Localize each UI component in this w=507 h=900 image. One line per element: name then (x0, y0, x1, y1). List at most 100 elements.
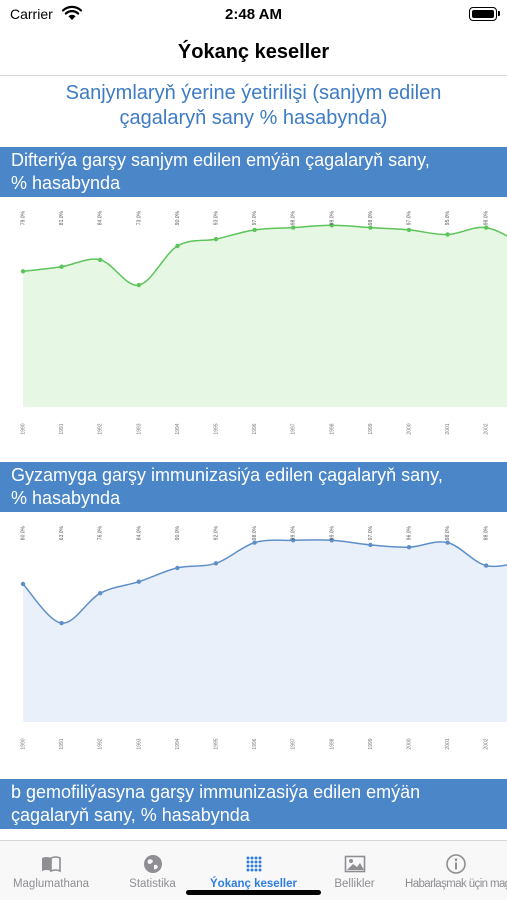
data-label: 90.0% (175, 525, 181, 540)
main-heading-line-1: Sanjymlaryň ýerine ýetirilişi (sanjym ed… (65, 82, 442, 104)
x-tick-label: 1994 (175, 738, 181, 749)
x-tick-label: 1998 (329, 738, 335, 749)
tab-bellikler[interactable]: Bellikler (304, 841, 405, 900)
tab-statistika[interactable]: Statistika (102, 841, 203, 900)
x-tick-label: 1994 (175, 423, 181, 434)
data-point[interactable] (20, 581, 26, 587)
data-point[interactable] (368, 225, 373, 230)
data-point[interactable] (175, 565, 180, 571)
data-point[interactable] (98, 257, 103, 262)
data-point[interactable] (445, 232, 450, 237)
data-label: 98.0% (291, 210, 297, 225)
data-point[interactable] (329, 538, 334, 543)
data-label: 98.0% (252, 525, 258, 540)
carrier-label: Carrier (10, 6, 53, 22)
data-point[interactable] (406, 545, 412, 550)
data-label: 97.0% (407, 210, 413, 225)
tab-label: Maglumathana (12, 878, 90, 890)
x-tick-label: 1996 (252, 423, 258, 434)
data-label: 97.0% (252, 210, 258, 225)
x-tick-label: 2000 (407, 738, 413, 749)
chart-measles-svg: 80.0% 1990 63.0% 1991 76.0% 1992 84.0% 1993 90.0… (20, 525, 507, 750)
data-label: 98.0% (368, 210, 374, 225)
data-label: 84.0% (136, 525, 142, 540)
x-tick-label: 1990 (21, 423, 27, 434)
data-point[interactable] (98, 591, 103, 596)
section-header-line-1: Gyzamyga garşy immunizasiýa edilen çagal… (11, 465, 443, 485)
x-tick-label: 1992 (98, 423, 104, 434)
data-point[interactable] (445, 540, 450, 545)
data-label: 76.0% (98, 525, 104, 540)
navigation-bar: Ýokanç keseller (0, 30, 507, 76)
main-heading-line-2: çagalaryň sany % hasabynda) (119, 107, 388, 129)
x-tick-label: 1998 (329, 423, 335, 434)
series-line (22, 539, 507, 624)
data-label: 80.0% (21, 525, 27, 540)
data-point[interactable] (252, 540, 257, 545)
tab-label: Bellikler (334, 878, 375, 890)
tab-infectious-diseases[interactable]: Ýokanç keseller (203, 841, 304, 900)
data-point[interactable] (406, 227, 412, 233)
chart-diphtheria-svg: 79.0% 1990 81.0% 1991 84.0% 1992 73.0% 1993 90.0… (20, 210, 507, 435)
data-point[interactable] (291, 225, 296, 230)
chart-area-fill (23, 225, 507, 407)
data-label: 88.0% (484, 525, 490, 540)
data-point[interactable] (329, 223, 334, 228)
data-label: 84.0% (98, 210, 104, 225)
x-tick-label: 1995 (214, 423, 220, 434)
x-tick-label: 2001 (445, 423, 451, 434)
x-tick-label: 2002 (484, 423, 490, 434)
data-label: 98.0% (445, 525, 451, 540)
section-header-line-2: % hasabynda (11, 173, 121, 193)
clock: 2:48 AM (225, 6, 282, 23)
data-label: 93.0% (214, 210, 220, 225)
home-indicator (186, 890, 321, 895)
data-label: 96.0% (407, 525, 413, 540)
tab-maglumathana[interactable]: Maglumathana (0, 841, 102, 900)
wifi-icon (62, 5, 82, 20)
data-point[interactable] (484, 563, 489, 568)
book-icon (42, 856, 61, 873)
x-tick-label: 1993 (136, 738, 142, 749)
main-heading: Sanjymlaryň ýerine ýetirilişi (sanjym ed… (0, 81, 507, 131)
section-header-diphtheria: Difteriýa garşy sanjym edilen emýän çaga… (0, 147, 507, 197)
data-label: 73.0% (136, 210, 142, 225)
data-label: 98.0% (484, 210, 490, 225)
data-point[interactable] (136, 579, 141, 584)
chart-measles: 80.0% 1990 63.0% 1991 76.0% 1992 84.0% 1993 90.0… (0, 512, 507, 777)
x-tick-label: 1993 (136, 423, 142, 434)
x-tick-label: 2000 (407, 423, 413, 434)
tab-contact-info[interactable]: Habarlaşmak üçin maglumat (405, 841, 507, 900)
battery-icon (469, 7, 500, 21)
data-point[interactable] (213, 236, 219, 242)
x-tick-label: 1999 (368, 738, 374, 749)
section-header-measles: Gyzamyga garşy immunizasiýa edilen çagal… (0, 462, 507, 512)
x-tick-label: 1991 (59, 738, 65, 749)
tab-label: Ýokanç keseller (210, 878, 297, 890)
x-tick-label: 1995 (214, 738, 220, 749)
scroll-content[interactable]: Sanjymlaryň ýerine ýetirilişi (sanjym ed… (0, 77, 507, 840)
data-point[interactable] (136, 282, 141, 288)
section-header-line-1: Difteriýa garşy sanjym edilen emýän çaga… (11, 150, 430, 170)
data-label: 95.0% (445, 210, 451, 225)
data-point[interactable] (59, 264, 64, 269)
section-header-hib: b gemofiliýasyna garşy immunizasiýa edil… (0, 779, 507, 829)
data-label: 99.0% (329, 525, 335, 540)
page-title: Ýokanç keseller (177, 41, 330, 63)
data-point[interactable] (175, 243, 180, 249)
data-point[interactable] (252, 227, 257, 233)
data-point[interactable] (59, 620, 64, 626)
data-point[interactable] (484, 225, 489, 230)
x-tick-label: 1990 (21, 738, 27, 749)
data-label: 63.0% (59, 525, 65, 540)
data-point[interactable] (213, 561, 219, 566)
data-point[interactable] (368, 542, 373, 548)
grid-dots-icon (246, 856, 261, 872)
data-label: 81.0% (59, 210, 65, 225)
data-point[interactable] (20, 269, 26, 274)
chart-area-fill (23, 539, 507, 722)
data-label: 92.0% (214, 525, 220, 540)
data-label: 99.0% (291, 525, 297, 540)
data-point[interactable] (291, 538, 296, 543)
photo-icon (344, 855, 365, 873)
